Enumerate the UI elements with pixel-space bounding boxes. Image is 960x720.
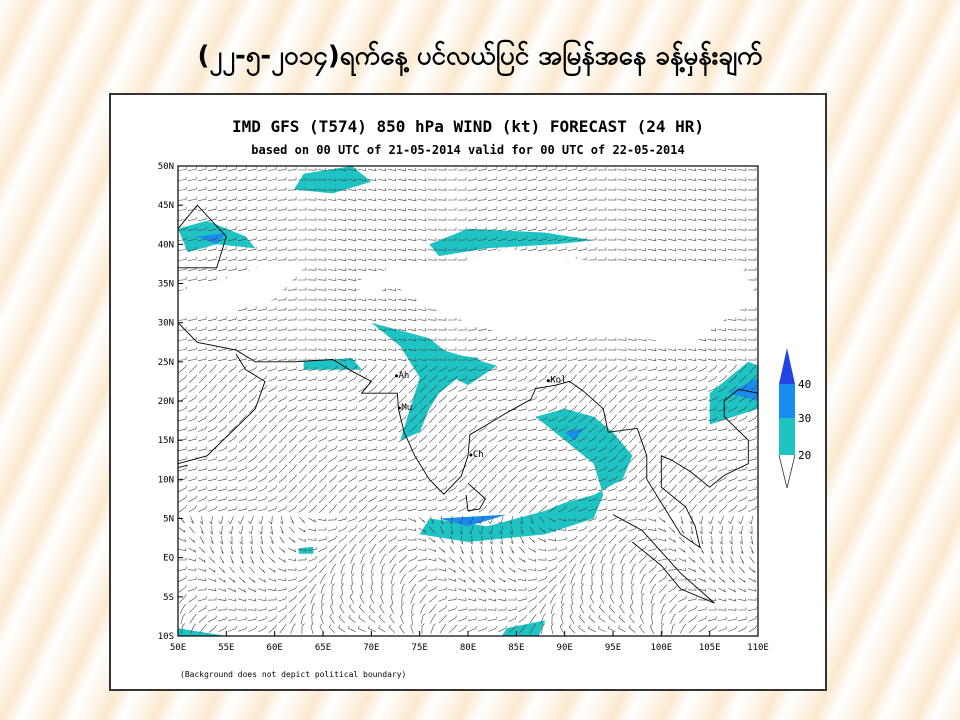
station-label: Mu [401, 403, 412, 413]
masked-region [352, 248, 758, 347]
wind-shade [178, 628, 227, 636]
coastline [465, 482, 486, 512]
coastline [178, 322, 758, 549]
wind-shade [303, 357, 362, 370]
station-dot [469, 453, 473, 457]
lon-label: 90E [557, 643, 573, 653]
station-label: Kol [550, 376, 566, 386]
lon-label: 70E [363, 643, 379, 653]
wind-shade [429, 346, 497, 386]
colorbar-label: 20 [798, 449, 811, 462]
figure-frame [109, 93, 827, 691]
colorbar-label: 40 [798, 378, 811, 391]
colorbar-band [779, 418, 795, 455]
lat-label: 5S [163, 593, 174, 603]
lat-label: 10N [158, 475, 174, 485]
footnote: (Background does not depict political bo… [180, 670, 406, 679]
lat-label: 40N [158, 240, 174, 250]
map-area [178, 166, 758, 636]
station-label: Ah [398, 371, 409, 381]
figure-subtitle: based on 00 UTC of 21-05-2014 valid for … [251, 143, 684, 157]
wind-shade [429, 228, 594, 257]
lon-label: 55E [218, 643, 234, 653]
lat-label: 5N [163, 515, 174, 525]
coastline [178, 204, 227, 269]
masked-region [178, 260, 304, 319]
station-dot [546, 379, 550, 383]
colorbar-label: 30 [798, 412, 811, 425]
lon-label: 95E [605, 643, 621, 653]
lon-label: 105E [699, 643, 721, 653]
lat-label: EQ [163, 554, 174, 564]
lat-label: 25N [158, 358, 174, 368]
lon-label: 65E [315, 643, 331, 653]
colorbar [778, 348, 796, 489]
colorbar-end [778, 454, 796, 489]
wind-shade-strong [197, 232, 227, 245]
lon-label: 80E [460, 643, 476, 653]
figure-title: IMD GFS (T574) 850 hPa WIND (kt) FORECAS… [232, 117, 704, 136]
colorbar-band [779, 348, 795, 384]
lon-label: 100E [650, 643, 672, 653]
wind-shade [294, 166, 372, 194]
lat-label: 30N [158, 319, 174, 329]
lat-label: 50N [158, 162, 174, 172]
lon-label: 60E [267, 643, 283, 653]
wind-shade [419, 408, 633, 542]
lon-label: 85E [508, 643, 524, 653]
coastline [612, 514, 715, 604]
lat-label: 35N [158, 280, 174, 290]
colorbar-band [779, 384, 795, 418]
slide-title: (၂၂-၅-၂၀၁၄)ရက်နေ့ ပင်လယ်ပြင် အမြန်အနေ ခန… [197, 41, 763, 71]
wind-shade-strong [439, 514, 507, 527]
wind-shade-strong [729, 377, 758, 401]
lon-label: 110E [747, 643, 769, 653]
coastline [178, 353, 266, 465]
lat-label: 20N [158, 397, 174, 407]
station-dot [397, 406, 401, 410]
station-label: Ch [473, 450, 484, 460]
lon-label: 75E [412, 643, 428, 653]
station-dot [394, 374, 398, 378]
lat-label: 45N [158, 201, 174, 211]
lat-label: 10S [158, 632, 174, 642]
lat-label: 15N [158, 436, 174, 446]
lon-label: 50E [170, 643, 186, 653]
coastline [178, 464, 188, 469]
